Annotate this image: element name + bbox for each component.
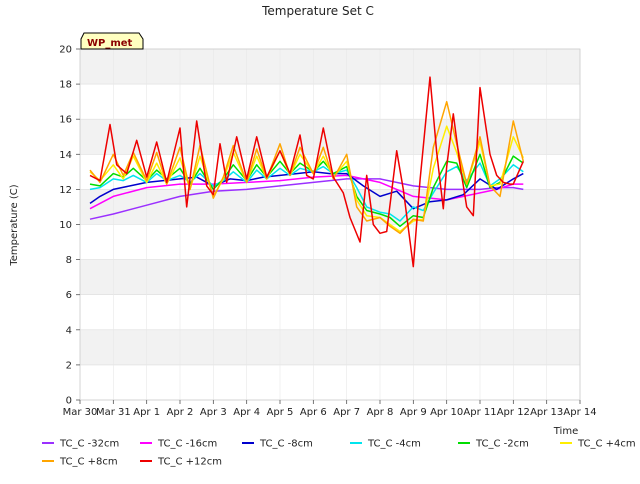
- legend-label: TC_C -2cm: [475, 439, 529, 450]
- y-tick-label: 14: [59, 150, 72, 161]
- x-tick-label: Apr 10: [430, 407, 463, 418]
- x-tick-label: Apr 11: [463, 407, 496, 418]
- chart-title: Temperature Set C: [261, 4, 374, 18]
- legend-label: TC_C -8cm: [259, 439, 313, 450]
- wp-met-badge: WP_met: [80, 32, 144, 50]
- y-tick-label: 6: [66, 290, 72, 301]
- y-tick-label: 20: [59, 45, 72, 56]
- series-line-tc-c-8cm: [89, 171, 524, 210]
- legend-label: TC_C +4cm: [577, 439, 636, 450]
- grid-band: [80, 259, 580, 295]
- legend-label: TC_C -16cm: [157, 439, 217, 450]
- y-tick-label: 4: [66, 325, 72, 336]
- y-tick-label: 12: [59, 185, 72, 196]
- x-tick-label: Apr 13: [530, 407, 563, 418]
- series-line-tc-c-16cm: [89, 174, 524, 210]
- x-tick-label: Mar 31: [96, 407, 131, 418]
- x-tick-label: Apr 5: [267, 407, 294, 418]
- badge-label: WP_met: [87, 38, 133, 49]
- series-line-tc-c-12cm: [89, 76, 524, 268]
- x-tick-label: Apr 9: [400, 407, 427, 418]
- x-tick-label: Apr 4: [233, 407, 260, 418]
- legend-label: TC_C +8cm: [59, 457, 118, 468]
- x-tick-label: Mar 30: [63, 407, 98, 418]
- y-axis-title: Temperature (C): [9, 184, 20, 266]
- grid-band: [80, 49, 580, 85]
- legend-label: TC_C +12cm: [157, 457, 222, 468]
- x-tick-label: Apr 14: [563, 407, 596, 418]
- series-line-tc-c-32cm: [89, 178, 524, 220]
- legend: TC_C -32cm TC_C -16cm TC_C -8cm TC_C -4cm TC…: [42, 439, 636, 468]
- legend-label: TC_C -4cm: [367, 439, 421, 450]
- y-tick-label: 0: [66, 396, 72, 407]
- grid-band: [80, 189, 580, 225]
- y-tick-label: 18: [59, 80, 72, 91]
- x-tick-label: Apr 1: [133, 407, 160, 418]
- grid-band: [80, 329, 580, 365]
- y-tick-label: 16: [59, 115, 72, 126]
- grid-band: [80, 119, 580, 155]
- legend-label: TC_C -32cm: [59, 439, 119, 450]
- y-tick-label: 2: [66, 360, 72, 371]
- series-lines: [89, 76, 525, 268]
- x-tick-label: Apr 12: [497, 407, 530, 418]
- x-tick-label: Apr 2: [167, 407, 194, 418]
- badge-box: [80, 32, 144, 50]
- series-line-tc-c-4cm: [89, 162, 524, 222]
- series-line-tc-c-4cm: [89, 125, 524, 233]
- y-tick-label: 8: [66, 255, 72, 266]
- x-tick-label: Apr 6: [300, 407, 327, 418]
- x-tick-label: Apr 3: [200, 407, 227, 418]
- y-tick-label: 10: [59, 220, 72, 231]
- x-tick-label: Apr 7: [333, 407, 360, 418]
- x-axis-title: Time: [553, 426, 578, 437]
- x-tick-label: Apr 8: [367, 407, 394, 418]
